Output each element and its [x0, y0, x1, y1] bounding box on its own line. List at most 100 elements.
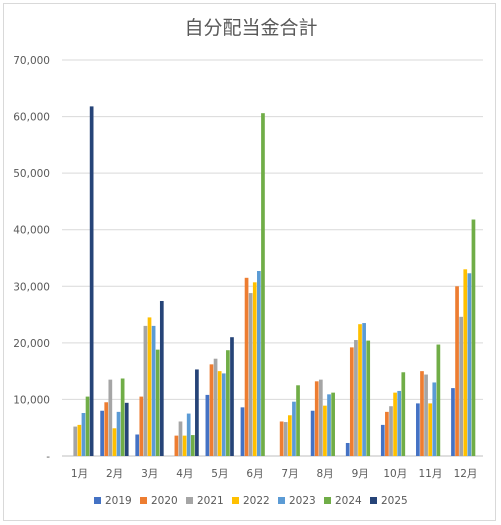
- bar-2020-10: [385, 411, 389, 456]
- legend-swatch-2019: [94, 497, 101, 504]
- bar-2023-9: [362, 323, 366, 456]
- y-tick-label: 60,000: [13, 112, 50, 124]
- bar-2025-1: [89, 106, 94, 456]
- legend-label: 2021: [197, 495, 224, 507]
- bar-2025-2: [124, 402, 129, 456]
- bar-2019-3: [135, 434, 140, 456]
- bar-2024-5: [226, 350, 230, 456]
- bar-2020-7: [279, 421, 284, 456]
- bar-2022-11: [428, 403, 433, 456]
- y-tick-label: 50,000: [13, 168, 50, 180]
- chart-title: 自分配当金合計: [184, 17, 317, 39]
- bar-2020-9: [349, 347, 354, 456]
- bar-2022-8: [323, 405, 327, 456]
- x-tick-label: 3月: [141, 468, 158, 480]
- bar-2023-11: [432, 382, 437, 456]
- x-tick-label: 8月: [317, 468, 334, 480]
- x-tick-label: 6月: [246, 468, 263, 480]
- bar-2022-4: [182, 435, 187, 456]
- x-tick-label: 9月: [352, 468, 369, 480]
- bar-2022-1: [77, 424, 82, 456]
- x-axis: 1月 2月 3月 4月 5月 6月 7月 8月 9月 10月 11月 12月: [71, 468, 478, 480]
- bar-2022-5: [217, 371, 222, 456]
- bar-2023-5: [221, 373, 226, 456]
- legend-label: 2020: [151, 495, 178, 507]
- y-axis: - 10,000 20,000 30,000 40,000 50,000 60,000 70,…: [13, 55, 50, 463]
- x-tick-label: 4月: [176, 468, 193, 480]
- bar-2022-6: [252, 282, 257, 456]
- bar-2024-9: [366, 340, 371, 456]
- bar-2022-2: [112, 428, 117, 456]
- y-tick-label: 20,000: [13, 338, 50, 350]
- y-tick-label: 30,000: [13, 281, 50, 293]
- bar-2021-11: [424, 374, 428, 456]
- y-tick-label: 40,000: [13, 225, 50, 237]
- bar-2020-5: [209, 364, 214, 456]
- bar-2023-8: [327, 394, 331, 456]
- x-tick-label: 5月: [211, 468, 228, 480]
- bar-2023-2: [116, 411, 121, 456]
- bar-2022-7: [287, 415, 292, 456]
- gridlines: [62, 59, 483, 457]
- bar-2019-8: [310, 410, 315, 456]
- bar-2024-11: [436, 344, 441, 456]
- bar-2019-12: [451, 388, 455, 456]
- bar-2021-6: [248, 293, 253, 456]
- bar-2020-4: [174, 435, 179, 456]
- bar-2021-12: [459, 316, 464, 456]
- bar-2021-4: [178, 421, 183, 456]
- bar-2023-3: [151, 325, 156, 456]
- bar-2021-3: [143, 325, 148, 456]
- bar-2025-5: [230, 337, 234, 456]
- legend-swatch-2023: [278, 497, 285, 504]
- legend-label: 2022: [243, 495, 270, 507]
- bar-2019-10: [380, 424, 385, 456]
- bar-2019-9: [345, 442, 350, 456]
- bar-2023-4: [186, 413, 191, 456]
- bar-2024-8: [331, 392, 335, 456]
- bar-2024-6: [261, 113, 265, 457]
- y-tick-label: 70,000: [13, 55, 50, 67]
- bar-2023-10: [397, 390, 402, 456]
- bar-2023-7: [292, 401, 296, 456]
- legend-swatch-2025: [370, 497, 377, 504]
- y-tick-label: -: [46, 451, 50, 463]
- bar-2020-6: [244, 277, 249, 456]
- x-tick-label: 11月: [418, 468, 442, 480]
- legend: 2019 2020 2021 2022 2023 2024 2025: [94, 495, 408, 507]
- y-tick-label: 10,000: [13, 394, 50, 406]
- legend-label: 2025: [381, 495, 408, 507]
- bar-2021-1: [73, 426, 78, 456]
- bar-2025-4: [195, 369, 199, 456]
- bar-2021-7: [283, 422, 288, 456]
- bar-2020-3: [139, 396, 144, 456]
- bar-2023-12: [467, 273, 472, 456]
- bars: [73, 106, 476, 457]
- bar-2025-3: [159, 300, 164, 456]
- bar-2024-3: [155, 349, 160, 456]
- bar-2020-2: [104, 402, 109, 456]
- legend-label: 2024: [335, 495, 362, 507]
- bar-2024-10: [401, 372, 406, 456]
- bar-2020-8: [314, 381, 319, 456]
- bar-2024-4: [190, 435, 195, 456]
- bar-2021-10: [389, 406, 393, 456]
- bar-2019-11: [416, 403, 420, 456]
- bar-2024-7: [296, 385, 300, 456]
- bar-2020-12: [455, 286, 459, 456]
- bar-2023-6: [257, 271, 261, 456]
- legend-label: 2023: [289, 495, 316, 507]
- x-tick-label: 10月: [383, 468, 407, 480]
- bar-2023-1: [81, 413, 86, 456]
- bar-2024-1: [85, 396, 90, 456]
- x-tick-label: 7月: [281, 468, 298, 480]
- bar-2024-12: [471, 219, 476, 456]
- legend-swatch-2022: [232, 497, 239, 504]
- bar-2021-5: [213, 358, 218, 456]
- legend-swatch-2024: [324, 497, 331, 504]
- legend-label: 2019: [105, 495, 132, 507]
- bar-2024-2: [120, 378, 125, 456]
- legend-swatch-2020: [140, 497, 147, 504]
- legend-swatch-2021: [186, 497, 193, 504]
